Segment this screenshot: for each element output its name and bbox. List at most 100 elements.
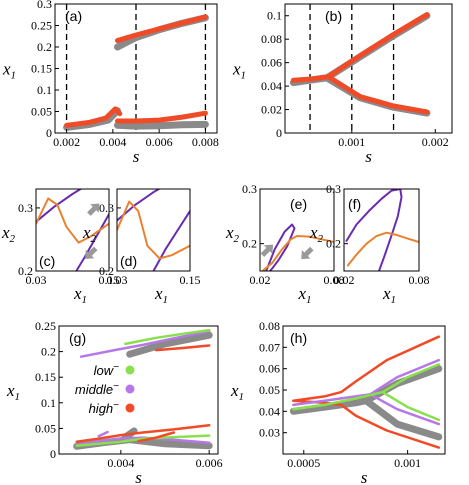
y-tick-label: 0.2 xyxy=(41,345,56,359)
plot-area-c xyxy=(36,189,109,271)
y-tick-label: 0.08 xyxy=(259,319,280,333)
y-axis-label-sub: 2 xyxy=(10,233,16,245)
panel-label-h: (h) xyxy=(290,330,307,346)
y-tick-label: 0.2 xyxy=(326,237,341,251)
plot-area-f xyxy=(345,189,419,271)
y-tick-label: 0.1 xyxy=(41,396,56,410)
series-a-5 xyxy=(115,110,208,124)
series-d-0 xyxy=(117,189,161,222)
series-h-10 xyxy=(381,390,441,422)
x-axis-label-sub: 1 xyxy=(82,294,88,306)
axes-frame-f xyxy=(343,188,420,272)
plot-area-b xyxy=(289,12,431,117)
plot-area-d xyxy=(117,189,190,271)
x-axis-label: x1 xyxy=(382,284,396,306)
y-axis-label: x2 xyxy=(225,223,240,245)
plot-area-h xyxy=(289,335,443,449)
x-tick-label: 0.006 xyxy=(146,135,173,149)
x-tick-label: 0.002 xyxy=(53,135,80,149)
y-axis-label-sub: 1 xyxy=(15,391,21,403)
series-b-4 xyxy=(325,12,430,80)
y-tick-label: 0 xyxy=(46,126,52,140)
y-tick-label: 0.3 xyxy=(242,182,257,196)
series-h-2 xyxy=(362,397,443,441)
y-tick-label: 0.25 xyxy=(31,19,52,33)
y-axis-label: x2 xyxy=(309,223,324,245)
y-tick-label: 0.04 xyxy=(261,79,282,93)
y-tick-label: 0.25 xyxy=(35,319,56,333)
legend-marker xyxy=(125,384,135,394)
plot-area-a xyxy=(63,14,209,131)
y-axis-label: x1 xyxy=(230,381,244,403)
legend-label-sup: − xyxy=(113,381,119,392)
x-axis-label: s xyxy=(365,147,372,166)
series-c-2 xyxy=(36,197,109,244)
y-tick-label: 0.03 xyxy=(259,426,280,440)
x-tick-label: 0.02 xyxy=(334,273,355,287)
y-tick-label: 0.08 xyxy=(261,32,282,46)
legend-marker xyxy=(125,403,135,413)
y-tick-label: 0.3 xyxy=(99,201,114,215)
arrow-shape xyxy=(85,246,98,259)
y-tick-label: 0.1 xyxy=(37,83,52,97)
y-tick-label: 0.06 xyxy=(259,362,280,376)
x-tick-label: 0.03 xyxy=(107,273,128,287)
x-axis-label-sub: 1 xyxy=(391,294,397,306)
arrow-c-0 xyxy=(87,203,100,216)
series-g-9 xyxy=(137,431,176,443)
panel-label-f: (f) xyxy=(348,196,361,212)
x-axis-label-sub: 1 xyxy=(163,294,169,306)
y-axis-label-sub: 1 xyxy=(11,70,17,82)
series-g-8 xyxy=(75,424,211,443)
series-e-1 xyxy=(261,235,334,271)
series-g-1 xyxy=(79,329,211,358)
y-tick-label: 0 xyxy=(276,126,282,140)
series-h-5 xyxy=(292,393,372,407)
y-tick-label: 0.15 xyxy=(35,370,56,384)
x-tick-label: 0.001 xyxy=(338,135,365,149)
y-axis-label: x2 xyxy=(1,223,16,245)
series-h-6 xyxy=(368,358,441,396)
panel-label-e: (e) xyxy=(290,196,307,212)
arrow-e-1 xyxy=(301,246,314,260)
y-axis-label-sub: 2 xyxy=(234,233,240,245)
y-tick-label: 0.06 xyxy=(261,56,282,70)
axes-frame-b xyxy=(284,3,453,134)
legend-label: middle− xyxy=(75,381,119,397)
series-e-0 xyxy=(265,223,296,271)
x-tick-label: 0.15 xyxy=(99,273,120,287)
y-tick-label: 0.3 xyxy=(37,0,52,11)
x-tick-label: 0.006 xyxy=(196,456,223,470)
series-h-3 xyxy=(292,335,441,402)
panel-label-b: (b) xyxy=(325,8,342,24)
axes-frame-e xyxy=(259,188,335,272)
panel-a: 0.002 0.004 0.006 0.008 0 0.05 0.1 0.15 0.2 0.25 0… xyxy=(2,0,219,166)
arrow-c-1 xyxy=(85,246,98,259)
x-tick-label: 0.002 xyxy=(422,135,449,149)
x-tick-label: 0.001 xyxy=(394,456,421,470)
legend-label-sup: − xyxy=(113,362,119,373)
series-b-5 xyxy=(325,74,430,115)
y-axis-label: x1 xyxy=(6,381,20,403)
y-tick-label: 0.3 xyxy=(326,182,341,196)
series-h-8 xyxy=(292,390,384,411)
series-d-2 xyxy=(117,200,190,260)
x-tick-label: 0.08 xyxy=(409,273,430,287)
y-tick-label: 0.15 xyxy=(31,62,52,76)
y-axis-label-sub: 1 xyxy=(241,70,247,82)
series-g-7 xyxy=(75,434,211,448)
y-tick-label: 0.07 xyxy=(259,340,280,354)
x-tick-label: 0.15 xyxy=(180,273,201,287)
series-g-3 xyxy=(154,344,211,352)
series-b-3 xyxy=(290,74,331,83)
x-axis-label: s xyxy=(133,147,140,166)
x-axis-label: x1 xyxy=(297,284,311,306)
axes-frame-g xyxy=(58,325,219,455)
axes-frame-c xyxy=(35,188,110,272)
panel-label-d: (d) xyxy=(120,253,137,269)
panel-label-g: (g) xyxy=(69,330,86,346)
x-tick-label: 0.08 xyxy=(324,273,345,287)
y-tick-label: 0.2 xyxy=(18,264,33,278)
arrow-shape xyxy=(87,203,100,216)
y-tick-label: 0.05 xyxy=(31,105,52,119)
